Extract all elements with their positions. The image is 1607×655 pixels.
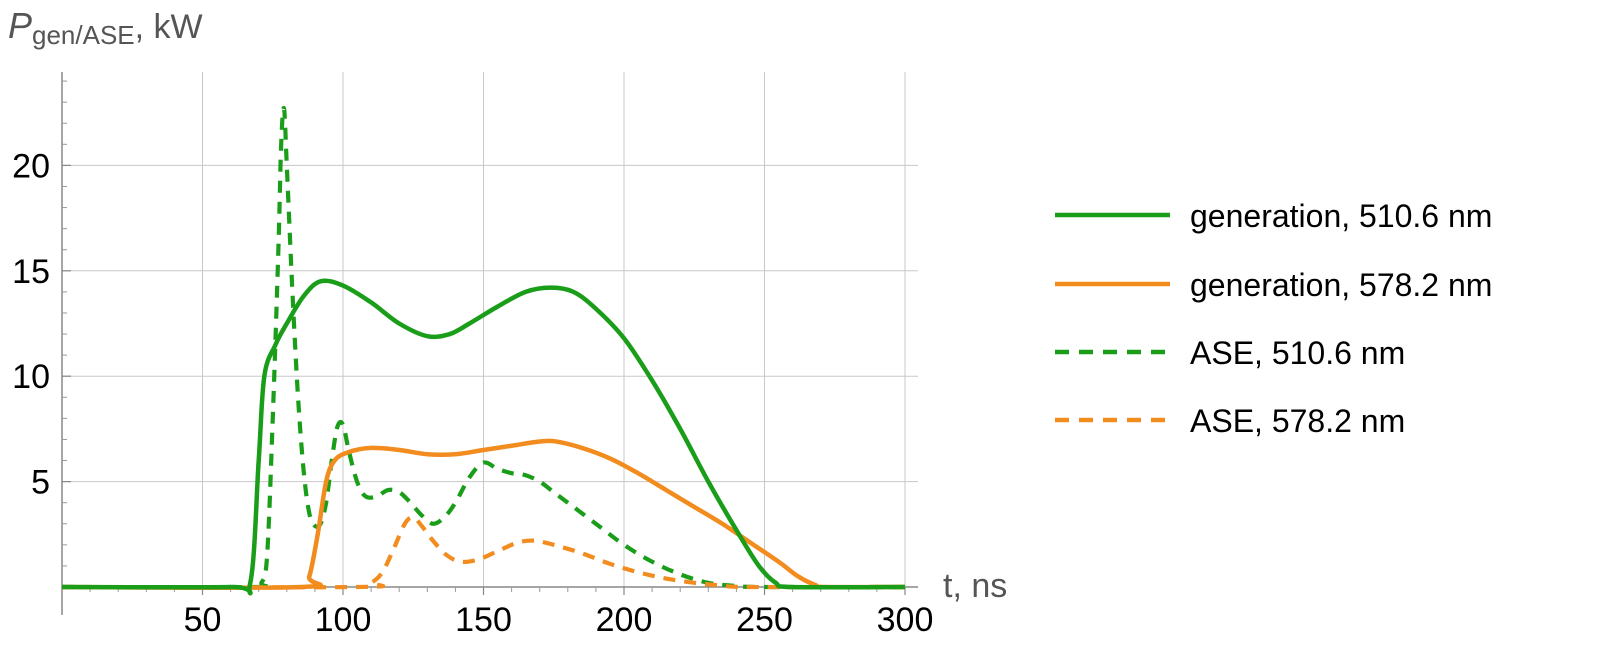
y-axis-symbol: P — [8, 5, 32, 46]
legend: generation, 510.6 nm generation, 578.2 nm… — [1055, 198, 1492, 439]
y-tick-label: 10 — [12, 358, 50, 396]
y-tick-label: 20 — [12, 147, 50, 185]
axes — [61, 72, 918, 615]
y-tick-label: 5 — [31, 464, 50, 502]
y-axis-subscript: gen/ASE — [32, 20, 135, 50]
x-axis-title: t, ns — [943, 567, 1007, 605]
legend-label-0: generation, 510.6 nm — [1190, 198, 1492, 234]
series-lines — [61, 105, 906, 596]
y-axis-title: Pgen/ASE, kW — [8, 5, 203, 50]
x-tick-label: 100 — [315, 601, 372, 639]
y-tick-labels: 5 10 15 20 — [12, 147, 50, 501]
series-line-0 — [61, 278, 906, 596]
x-tick-label: 250 — [736, 601, 793, 639]
series-line-1 — [61, 438, 906, 591]
x-tick-label: 150 — [455, 601, 512, 639]
grid — [62, 72, 918, 587]
x-tick-label: 200 — [596, 601, 653, 639]
legend-label-2: ASE, 510.6 nm — [1190, 335, 1405, 371]
y-axis-unit: , kW — [135, 8, 203, 46]
y-minor-ticks — [62, 80, 878, 592]
x-tick-labels: 50 100 150 200 250 300 — [184, 601, 934, 639]
x-tick-label: 50 — [184, 601, 222, 639]
x-tick-label: 300 — [877, 601, 934, 639]
legend-label-1: generation, 578.2 nm — [1190, 267, 1492, 303]
legend-label-3: ASE, 578.2 nm — [1190, 403, 1405, 439]
y-tick-label: 15 — [12, 253, 50, 291]
series-line-2 — [61, 105, 906, 590]
